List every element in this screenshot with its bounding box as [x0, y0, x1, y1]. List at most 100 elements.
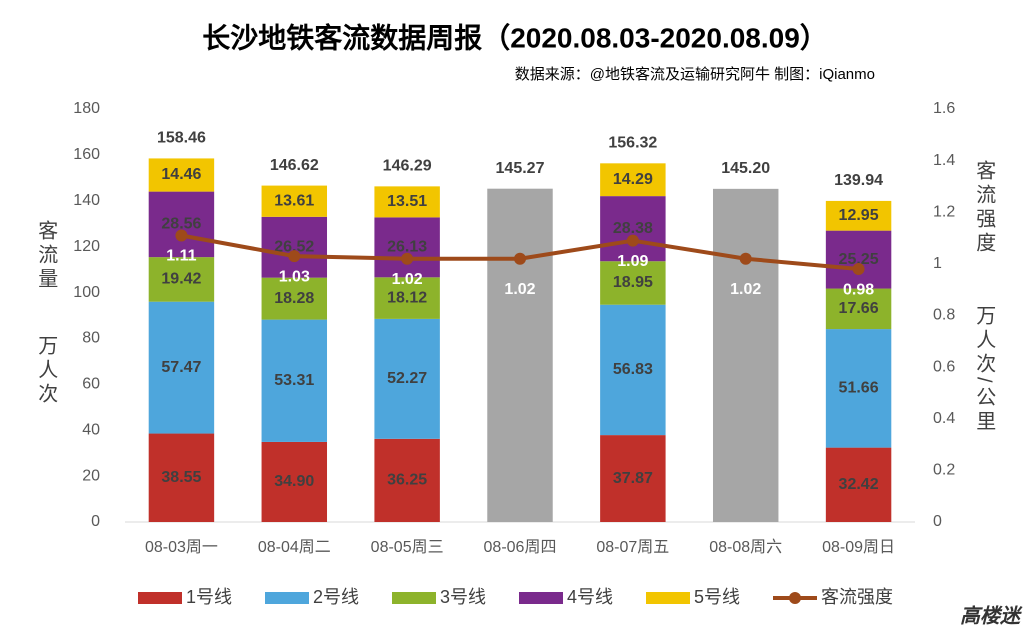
bar-segment	[600, 196, 666, 262]
data-label: 14.29	[613, 171, 653, 188]
bar-segment	[261, 277, 328, 320]
bar-segment	[825, 329, 892, 448]
y2-tick-label: 0.4	[933, 410, 955, 427]
bar-segment	[600, 435, 666, 522]
x-tick-label: 08-09周日	[822, 539, 895, 556]
data-label: 34.90	[274, 473, 314, 490]
bar-segment	[374, 318, 440, 439]
legend-marker	[789, 592, 801, 604]
data-label: 13.51	[387, 193, 427, 210]
intensity-point	[288, 250, 301, 263]
x-tick-label: 08-05周三	[371, 539, 444, 556]
data-label: 26.13	[387, 239, 427, 256]
intensity-point	[175, 229, 188, 242]
intensity-label: 1.03	[279, 268, 310, 285]
bar-segment	[261, 216, 328, 278]
total-label: 146.62	[270, 157, 319, 174]
y-tick-label: 20	[82, 467, 100, 484]
x-tick-label: 08-08周六	[709, 538, 782, 556]
total-label: 158.46	[157, 130, 206, 147]
total-label: 139.94	[834, 172, 883, 189]
y-tick-label: 0	[91, 513, 100, 530]
y-tick-label: 60	[82, 376, 100, 393]
bar-segment	[825, 288, 892, 330]
y-tick-label: 80	[82, 330, 100, 347]
chart-title: 长沙地铁客流数据周报（2020.08.03-2020.08.09）	[202, 21, 828, 53]
legend-swatch	[138, 592, 182, 604]
intensity-point	[514, 252, 526, 265]
bar-segment	[148, 257, 215, 302]
x-tick-label: 08-04周二	[258, 539, 331, 556]
total-label: 156.32	[608, 135, 657, 152]
total-label: 145.27	[496, 160, 545, 177]
y-tick-label: 120	[73, 238, 100, 255]
y2-tick-label: 0.2	[933, 462, 955, 479]
bar-segment	[600, 163, 666, 197]
bar-segment	[374, 217, 440, 278]
legend-label: 客流强度	[821, 587, 893, 607]
data-label: 19.42	[161, 271, 201, 288]
data-label: 28.38	[613, 220, 653, 237]
legend-swatch	[646, 592, 690, 604]
x-tick-label: 08-06周四	[484, 539, 557, 556]
legend-swatch	[392, 592, 436, 604]
bar-segment	[148, 191, 215, 258]
data-label: 56.83	[613, 361, 653, 378]
bar-segment	[600, 261, 666, 305]
legend-label: 3号线	[440, 587, 486, 607]
x-tick-label: 08-07周五	[596, 539, 669, 556]
data-label: 53.31	[274, 372, 314, 389]
data-label: 14.46	[161, 166, 201, 183]
y-tick-label: 160	[73, 146, 100, 163]
data-label: 38.55	[161, 469, 201, 486]
y-tick-label: 40	[82, 421, 100, 438]
y-tick-label: 100	[73, 284, 100, 301]
legend-swatch	[519, 592, 563, 604]
legend-label: 2号线	[313, 587, 359, 607]
y2-axis-unit: 万人次/公里	[973, 305, 996, 435]
data-label: 25.25	[839, 251, 879, 268]
intensity-point	[852, 263, 865, 276]
data-label: 18.95	[613, 274, 653, 291]
watermark: 高楼迷	[960, 604, 1023, 627]
data-label: 51.66	[839, 380, 879, 397]
bar-segment	[261, 319, 328, 442]
bar-segment	[374, 186, 440, 218]
total-label: 146.29	[383, 158, 432, 175]
legend-label: 1号线	[186, 587, 232, 607]
total-bar	[487, 188, 553, 523]
y-tick-label: 180	[73, 100, 100, 117]
data-label: 32.42	[839, 476, 879, 493]
y2-tick-label: 0.6	[933, 358, 955, 375]
legend-label: 5号线	[694, 587, 740, 607]
intensity-label: 1.02	[730, 281, 761, 298]
data-label: 26.52	[274, 238, 314, 255]
bar-segment	[825, 447, 892, 522]
bar-segment	[261, 185, 328, 217]
intensity-point	[739, 252, 752, 265]
data-label: 17.66	[839, 300, 879, 317]
intensity-point	[401, 252, 414, 265]
bar-segment	[374, 438, 440, 522]
data-label: 57.47	[161, 359, 201, 376]
data-label: 37.87	[613, 470, 653, 487]
legend-swatch	[265, 592, 309, 604]
intensity-label: 1.11	[166, 248, 196, 265]
intensity-label: 1.02	[504, 281, 535, 298]
y-axis-label: 客流量	[35, 220, 58, 292]
bar-segment	[825, 230, 892, 289]
bar-segment	[148, 433, 215, 522]
intensity-point	[626, 234, 639, 247]
y2-tick-label: 0	[933, 513, 942, 530]
total-label: 145.20	[721, 160, 770, 177]
data-label: 28.56	[161, 216, 201, 233]
intensity-label: 1.02	[392, 271, 423, 288]
y2-tick-label: 1	[933, 255, 942, 272]
bar-segment	[261, 441, 328, 522]
total-bar	[712, 188, 779, 522]
bar-segment	[600, 304, 666, 436]
y2-tick-label: 1.4	[933, 152, 955, 169]
data-label: 12.95	[839, 207, 879, 224]
data-label: 36.25	[387, 472, 427, 489]
